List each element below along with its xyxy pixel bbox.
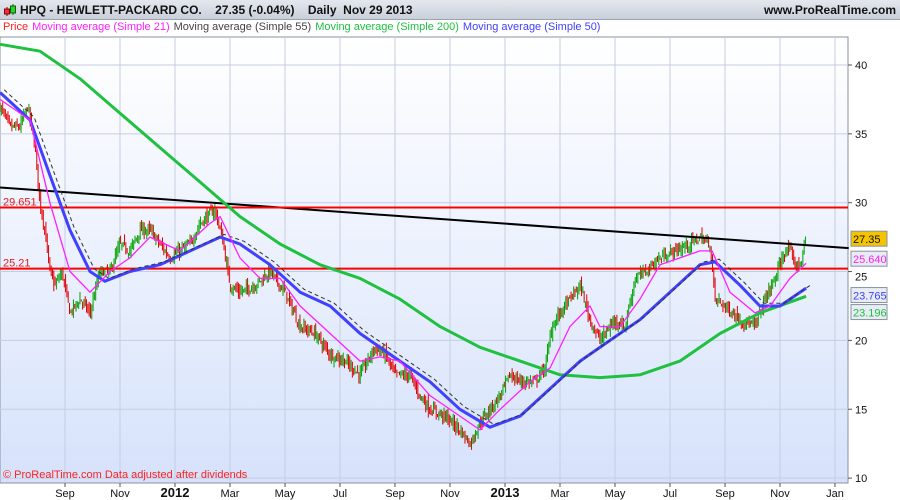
x-tick-label: Mar (221, 488, 240, 500)
y-tick-label: 15 (855, 404, 867, 416)
resistance-label: 29.651 (3, 197, 37, 209)
ma-line-55 (3, 89, 811, 425)
x-tick-label: 2013 (491, 485, 520, 500)
site-link[interactable]: www.ProRealTime.com (763, 3, 896, 17)
legend-ma50: Moving average (Simple 50) (462, 21, 601, 33)
ma50-tag-box (850, 287, 888, 304)
ma200-tag: 23.196 (853, 308, 887, 320)
plot-area (0, 36, 849, 484)
ma21-tag-box (850, 250, 888, 267)
last-price-tag-box (850, 230, 888, 247)
x-tick-label: Nov (110, 488, 130, 500)
y-tick-label: 30 (855, 198, 867, 210)
x-tick-label: Jul (663, 488, 677, 500)
chart-title: HPQ - HEWLETT-PACKARD CO. 27.35 (-0.04%)… (20, 3, 413, 17)
x-tick-label: May (605, 488, 626, 500)
last-price-tag: 27.35 (853, 234, 881, 246)
legend-ma200: Moving average (Simple 200) (315, 21, 459, 33)
ma200-tag-box (850, 304, 888, 321)
indicator-lines: 29.651 25.21 (0, 42, 849, 431)
x-tick-label: Sep (715, 488, 735, 500)
x-axis: Sep Nov 2012 Mar May Jul Sep Nov 2013 Mar May Jul Se… (55, 483, 844, 500)
y-tick-label: 35 (855, 129, 867, 141)
title-bar: HPQ - HEWLETT-PACKARD CO. 27.35 (-0.04%)… (0, 0, 900, 20)
value-tags: 27.35 25.640 23.765 23.196 (850, 230, 888, 321)
x-tick-label: May (275, 488, 296, 500)
x-tick-label: Jan (826, 488, 844, 500)
y-tick-label: 25 (855, 272, 867, 284)
legend: Price Moving average (Simple 21) Moving av… (3, 21, 604, 33)
ma-line-200 (0, 42, 807, 380)
y-tick-label: 10 (855, 473, 867, 485)
footer-note: © ProRealTime.com Data adjusted after di… (3, 469, 248, 481)
ma50-tag: 23.765 (853, 291, 887, 303)
y-tick-label: 40 (855, 60, 867, 72)
x-tick-label: Mar (551, 488, 570, 500)
x-tick-label: Nov (770, 488, 790, 500)
trend-line (0, 186, 849, 250)
x-tick-label: Nov (440, 488, 460, 500)
x-tick-label: Sep (55, 488, 75, 500)
candlestick-icon (4, 4, 16, 16)
ma21-tag: 25.640 (853, 254, 887, 266)
legend-ma55: Moving average (Simple 55) (173, 21, 312, 33)
x-tick-label: Jul (333, 488, 347, 500)
x-tick-label: 2012 (161, 485, 190, 500)
ma-line-21 (0, 98, 807, 431)
legend-price: Price (3, 21, 29, 33)
legend-ma21: Moving average (Simple 21) (32, 21, 170, 33)
y-tick-label: 20 (855, 335, 867, 347)
x-tick-label: Sep (385, 488, 405, 500)
y-axis: 10 15 20 30 35 40 25 (848, 60, 867, 485)
support-label: 25.21 (3, 258, 31, 270)
